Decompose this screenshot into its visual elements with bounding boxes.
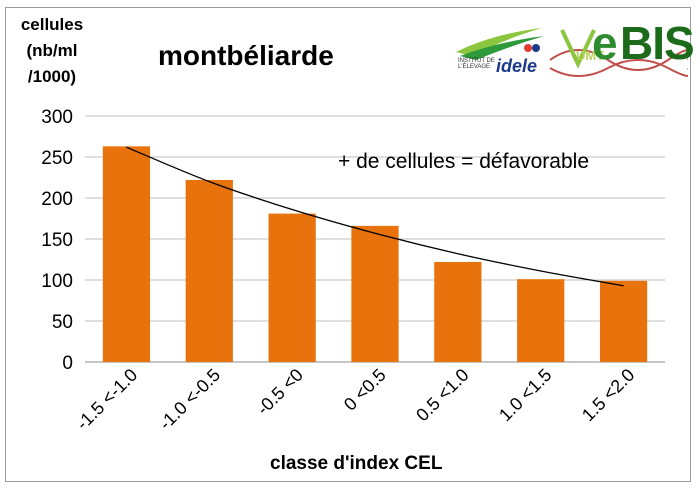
x-axis-label: classe d'index CEL [270,453,443,474]
trendline-curve [126,146,624,287]
y-tick-label: 300 [41,107,73,128]
ebis-umt-text: UMT [576,48,605,63]
x-tick-label: -1.0 <-0.5 [155,365,224,434]
idele-logo: INSTITUT DE L'ÉLEVAGE idele [452,22,547,82]
y-tick-label: 200 [41,189,73,210]
y-axis-label: cellules (nb/ml /1000) [10,12,94,90]
dna-helix-icon [549,29,688,77]
bar-4 [351,225,399,362]
bar-1 [102,146,151,362]
ebis-e-letter: e [592,17,618,69]
ebis-word: BIS [620,17,695,69]
y-tick-label: 50 [52,312,73,333]
bar-3 [268,213,316,362]
ebis-logo: UMT e BIS [548,17,695,84]
x-tick-label: 1.5 <2.0 [578,365,639,426]
bars [102,146,648,362]
y-tick-label: 0 [62,353,73,374]
x-tick-label: 0.5 <1.0 [412,365,473,426]
x-tick-label: 0 <0.5 [340,365,390,415]
y-axis-label-line-2: (nb/ml [26,41,78,60]
x-tick-label: -0.5 <0 [253,365,307,419]
y-tick-label: 150 [41,230,73,251]
chart-title: montbéliarde [158,40,334,71]
y-tick-label: 100 [41,271,73,292]
annotation-text: + de cellules = défavorable [338,150,590,173]
y-tick-label: 250 [41,148,73,169]
idele-word: idele [496,56,538,76]
idele-swoosh-icon [456,28,544,60]
y-axis-label-line-1: cellules [20,15,84,34]
x-tick-label: 1.0 <1.5 [495,365,556,426]
x-tick-labels: -1.5 <-1.0 -1.0 <-0.5 -0.5 <0 0 <0.5 0.5 <1.… [72,365,638,434]
bar-6 [517,279,565,362]
bar-7 [599,280,648,362]
y-axis-label-line-3: /1000) [27,67,77,86]
y-tick-labels: 0 50 100 150 200 250 300 [41,107,73,374]
bar-2 [185,179,233,362]
x-tick-label: -1.5 <-1.0 [72,365,141,434]
bar-5 [434,261,482,362]
trendline [126,146,624,287]
idele-institute-text: INSTITUT DE L'ÉLEVAGE [458,58,495,70]
